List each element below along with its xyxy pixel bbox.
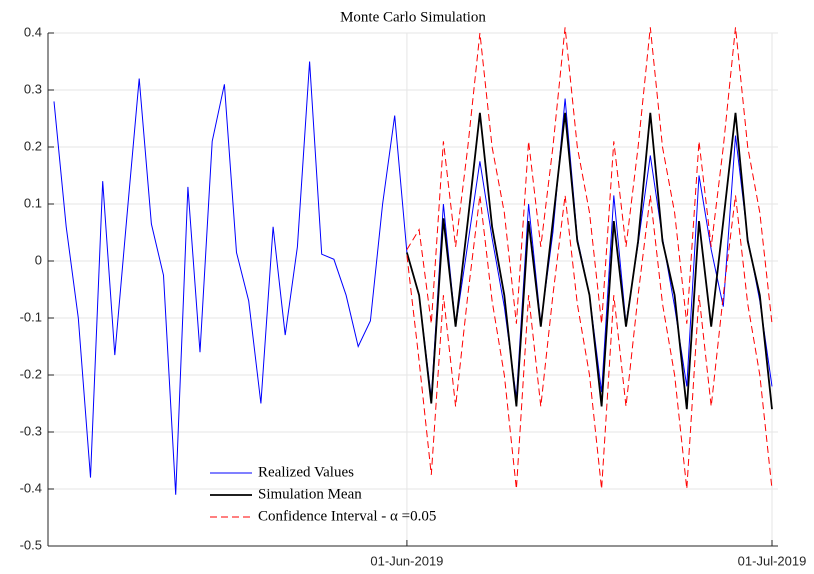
y-tick-label: -0.2 [20, 366, 42, 381]
series-line [406, 112, 773, 410]
y-tick-label: -0.5 [20, 537, 42, 552]
legend-label: Realized Values [258, 464, 354, 480]
x-tick-label: 01-Jun-2019 [370, 553, 443, 568]
series-line [406, 195, 773, 490]
x-tick-label: 01-Jul-2019 [738, 553, 807, 568]
y-tick-label: -0.4 [20, 480, 42, 495]
y-tick-label: 0.3 [24, 81, 42, 96]
y-tick-label: 0.2 [24, 138, 42, 153]
y-tick-label: -0.1 [20, 309, 42, 324]
chart-title: Monte Carlo Simulation [340, 9, 486, 25]
y-tick-label: 0 [35, 252, 42, 267]
series-line [406, 27, 773, 324]
y-tick-label: -0.3 [20, 423, 42, 438]
legend-label: Confidence Interval - α =0.05 [258, 508, 436, 524]
y-tick-label: 0.4 [24, 24, 42, 39]
legend-label: Simulation Mean [258, 486, 362, 502]
y-tick-label: 0.1 [24, 195, 42, 210]
